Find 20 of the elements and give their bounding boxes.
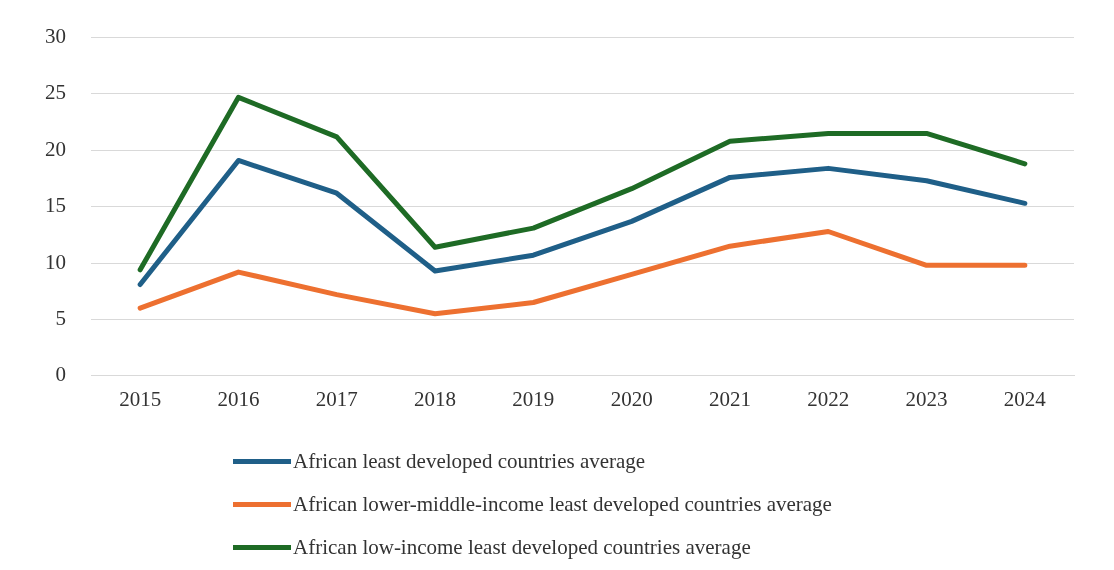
legend-label: African lower-middle-income least developed countries average — [293, 492, 832, 517]
x-tick-label: 2015 — [119, 386, 162, 411]
y-tick-label: 0 — [55, 362, 66, 387]
y-tick-label: 25 — [45, 80, 66, 105]
x-tick-label: 2017 — [315, 386, 358, 411]
x-tick-label: 2024 — [1003, 386, 1047, 411]
y-tick-label: 15 — [45, 193, 66, 218]
y-tick-label: 30 — [45, 24, 66, 49]
x-tick-label: 2021 — [708, 386, 751, 411]
x-tick-label: 2019 — [512, 386, 555, 411]
y-tick-label: 10 — [45, 249, 66, 274]
x-tick-label: 2022 — [807, 386, 850, 411]
x-tick-label: 2016 — [217, 386, 260, 411]
x-tick-label: 2020 — [610, 386, 653, 411]
x-tick-label: 2018 — [414, 386, 457, 411]
legend-label: African least developed countries average — [293, 449, 646, 474]
legend-label: African low-income least developed countries average — [293, 535, 751, 560]
y-tick-label: 20 — [45, 136, 66, 161]
y-tick-label: 5 — [55, 305, 66, 330]
x-tick-label: 2023 — [905, 386, 948, 411]
